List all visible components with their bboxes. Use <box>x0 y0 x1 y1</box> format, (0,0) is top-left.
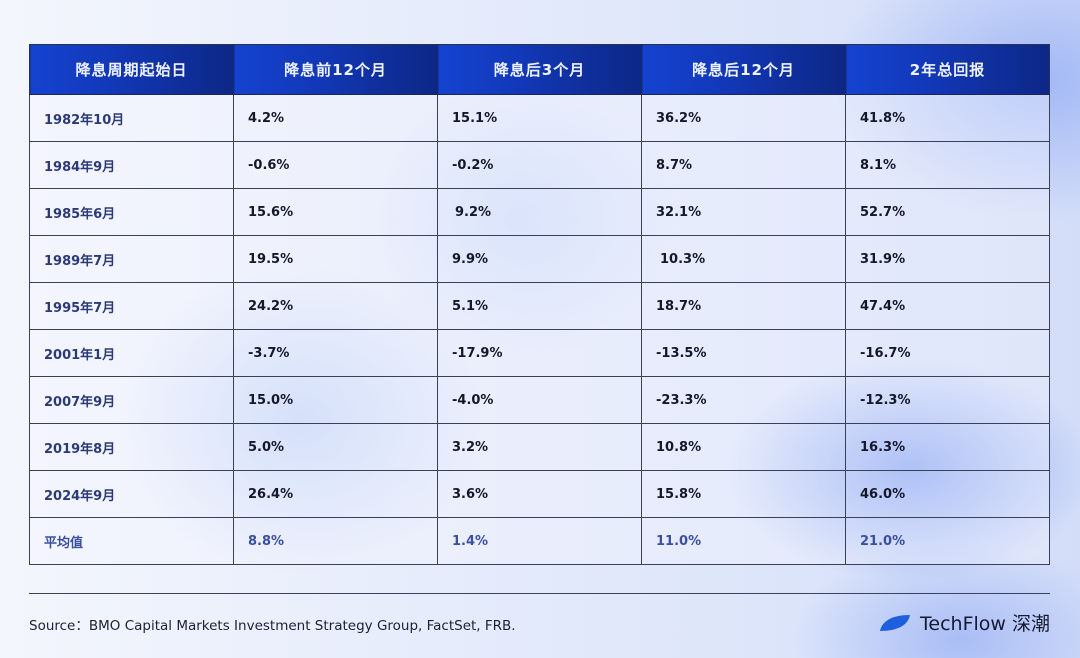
cell-3m-after: 9.9% <box>437 235 642 283</box>
cell-date: 1982年10月 <box>29 94 234 142</box>
cell-12m-before: 5.0% <box>233 423 438 471</box>
table-row: 1982年10月 4.2% 15.1% 36.2% 41.8% <box>29 94 1050 142</box>
cell-date: 2007年9月 <box>29 376 234 424</box>
cell-12m-after: 32.1% <box>641 188 846 236</box>
cell-12m-after: 36.2% <box>641 94 846 142</box>
cell-date: 2019年8月 <box>29 423 234 471</box>
cell-2y-total: 31.9% <box>845 235 1050 283</box>
header-2y-total-return: 2年总回报 <box>845 44 1050 95</box>
cell-2y-total: 46.0% <box>845 470 1050 518</box>
cell-3m-after: 3.2% <box>437 423 642 471</box>
table-row: 1995年7月 24.2% 5.1% 18.7% 47.4% <box>29 282 1050 330</box>
cell-2y-total: -12.3% <box>845 376 1050 424</box>
table-row: 1985年6月 15.6% 9.2% 32.1% 52.7% <box>29 188 1050 236</box>
cell-3m-after: 3.6% <box>437 470 642 518</box>
cell-12m-after: -23.3% <box>641 376 846 424</box>
cell-12m-before: 15.6% <box>233 188 438 236</box>
cell-12m-before: 19.5% <box>233 235 438 283</box>
table-body: 1982年10月 4.2% 15.1% 36.2% 41.8% 1984年9月 … <box>29 94 1050 565</box>
cell-12m-after: 8.7% <box>641 141 846 189</box>
rate-cut-returns-table: 降息周期起始日 降息前12个月 降息后3个月 降息后12个月 2年总回报 198… <box>29 44 1050 565</box>
table-row: 1989年7月 19.5% 9.9% 10.3% 31.9% <box>29 235 1050 283</box>
cell-12m-before: -0.6% <box>233 141 438 189</box>
cell-3m-after: -17.9% <box>437 329 642 377</box>
cell-avg-12m-before: 8.8% <box>233 517 438 565</box>
techflow-leaf-icon <box>880 614 911 631</box>
source-note: Source：BMO Capital Markets Investment St… <box>29 618 516 634</box>
cell-3m-after: -4.0% <box>437 376 642 424</box>
cell-date: 1989年7月 <box>29 235 234 283</box>
cell-date: 1995年7月 <box>29 282 234 330</box>
cell-3m-after: -0.2% <box>437 141 642 189</box>
header-3m-after: 降息后3个月 <box>437 44 642 95</box>
cell-12m-before: 24.2% <box>233 282 438 330</box>
rate-cut-returns-table-container: 降息周期起始日 降息前12个月 降息后3个月 降息后12个月 2年总回报 198… <box>29 44 1050 565</box>
cell-avg-12m-after: 11.0% <box>641 517 846 565</box>
cell-date: 1984年9月 <box>29 141 234 189</box>
cell-avg-3m-after: 1.4% <box>437 517 642 565</box>
header-cycle-start-date: 降息周期起始日 <box>29 44 234 95</box>
cell-12m-before: 4.2% <box>233 94 438 142</box>
cell-average-label: 平均值 <box>29 517 234 565</box>
brand-name: TechFlow 深潮 <box>920 613 1050 635</box>
cell-date: 1985年6月 <box>29 188 234 236</box>
table-row: 2007年9月 15.0% -4.0% -23.3% -12.3% <box>29 376 1050 424</box>
table-header: 降息周期起始日 降息前12个月 降息后3个月 降息后12个月 2年总回报 <box>29 44 1050 95</box>
cell-12m-before: 15.0% <box>233 376 438 424</box>
cell-avg-2y-total: 21.0% <box>845 517 1050 565</box>
cell-2y-total: 8.1% <box>845 141 1050 189</box>
header-12m-after: 降息后12个月 <box>641 44 846 95</box>
average-row: 平均值 8.8% 1.4% 11.0% 21.0% <box>29 517 1050 565</box>
cell-date: 2024年9月 <box>29 470 234 518</box>
cell-2y-total: 47.4% <box>845 282 1050 330</box>
table-row: 2001年1月 -3.7% -17.9% -13.5% -16.7% <box>29 329 1050 377</box>
cell-12m-before: -3.7% <box>233 329 438 377</box>
cell-12m-after: 10.3% <box>641 235 846 283</box>
cell-12m-after: -13.5% <box>641 329 846 377</box>
header-12m-before: 降息前12个月 <box>233 44 438 95</box>
footer-divider <box>29 593 1050 594</box>
cell-2y-total: 41.8% <box>845 94 1050 142</box>
table-row: 1984年9月 -0.6% -0.2% 8.7% 8.1% <box>29 141 1050 189</box>
cell-date: 2001年1月 <box>29 329 234 377</box>
cell-3m-after: 15.1% <box>437 94 642 142</box>
cell-2y-total: -16.7% <box>845 329 1050 377</box>
cell-12m-after: 10.8% <box>641 423 846 471</box>
table-row: 2019年8月 5.0% 3.2% 10.8% 16.3% <box>29 423 1050 471</box>
cell-2y-total: 16.3% <box>845 423 1050 471</box>
cell-12m-before: 26.4% <box>233 470 438 518</box>
cell-12m-after: 18.7% <box>641 282 846 330</box>
table-row: 2024年9月 26.4% 3.6% 15.8% 46.0% <box>29 470 1050 518</box>
header-row: 降息周期起始日 降息前12个月 降息后3个月 降息后12个月 2年总回报 <box>29 44 1050 95</box>
cell-12m-after: 15.8% <box>641 470 846 518</box>
cell-2y-total: 52.7% <box>845 188 1050 236</box>
cell-3m-after: 5.1% <box>437 282 642 330</box>
cell-3m-after: 9.2% <box>437 188 642 236</box>
brand-logo: TechFlow 深潮 <box>878 609 1050 636</box>
